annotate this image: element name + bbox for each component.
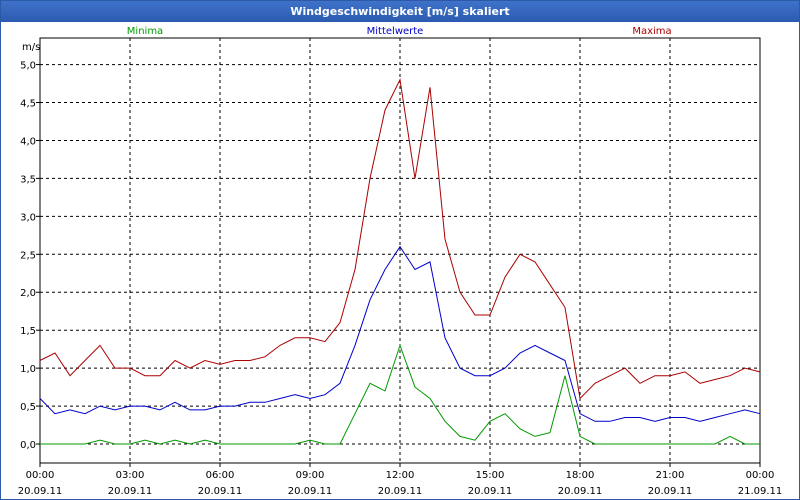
x-tick-time: 18:00 [566, 470, 595, 481]
series-line-mittelwerte [39, 245, 761, 422]
y-tick-label: 2,5 [20, 250, 36, 261]
chart-title: Windgeschwindigkeit [m/s] skaliert [1, 1, 799, 22]
series-line-maxima [39, 78, 761, 400]
y-axis-label: m/s [22, 42, 40, 53]
series-line-minima [40, 343, 760, 445]
x-tick-date: 20.09.11 [198, 486, 243, 497]
x-tick-date: 20.09.11 [558, 486, 603, 497]
x-tick-date: 20.09.11 [18, 486, 63, 497]
legend-minima: Minima [127, 26, 163, 37]
x-tick-date: 20.09.11 [648, 486, 693, 497]
x-tick-time: 09:00 [296, 470, 325, 481]
x-tick-time: 12:00 [386, 470, 415, 481]
x-tick-time: 06:00 [206, 470, 235, 481]
y-tick-label: 1,0 [20, 364, 36, 375]
x-tick-time: 03:00 [116, 470, 145, 481]
legend-maxima: Maxima [632, 26, 671, 37]
y-tick-label: 5,0 [20, 61, 36, 72]
y-tick-label: 4,0 [20, 136, 36, 147]
y-tick-label: 3,5 [20, 174, 36, 185]
y-tick-label: 4,5 [20, 99, 36, 110]
legend: Minima Mittelwerte Maxima [127, 26, 672, 37]
x-tick-time: 00:00 [26, 470, 55, 481]
tick-labels: 0,0 0,5 1,0 1,5 2,0 2,5 3,0 3,5 4,0 4,5 5,0 00:00 20… [18, 61, 783, 497]
y-tick-label: 1,5 [20, 326, 36, 337]
x-tick-date: 20.09.11 [108, 486, 153, 497]
x-tick-date: 20.09.11 [468, 486, 513, 497]
y-tick-label: 0,0 [20, 440, 36, 451]
x-tick-date: 20.09.11 [288, 486, 333, 497]
x-tick-time: 00:00 [746, 470, 775, 481]
y-tick-label: 3,0 [20, 212, 36, 223]
x-tick-time: 15:00 [476, 470, 505, 481]
series-layer [39, 78, 761, 445]
y-tick-label: 2,0 [20, 288, 36, 299]
y-tick-label: 0,5 [20, 402, 36, 413]
grid [36, 37, 761, 467]
legend-mittelwerte: Mittelwerte [367, 26, 424, 37]
x-tick-date: 20.09.11 [378, 486, 423, 497]
x-tick-date: 21.09.11 [738, 486, 783, 497]
x-tick-time: 21:00 [656, 470, 685, 481]
